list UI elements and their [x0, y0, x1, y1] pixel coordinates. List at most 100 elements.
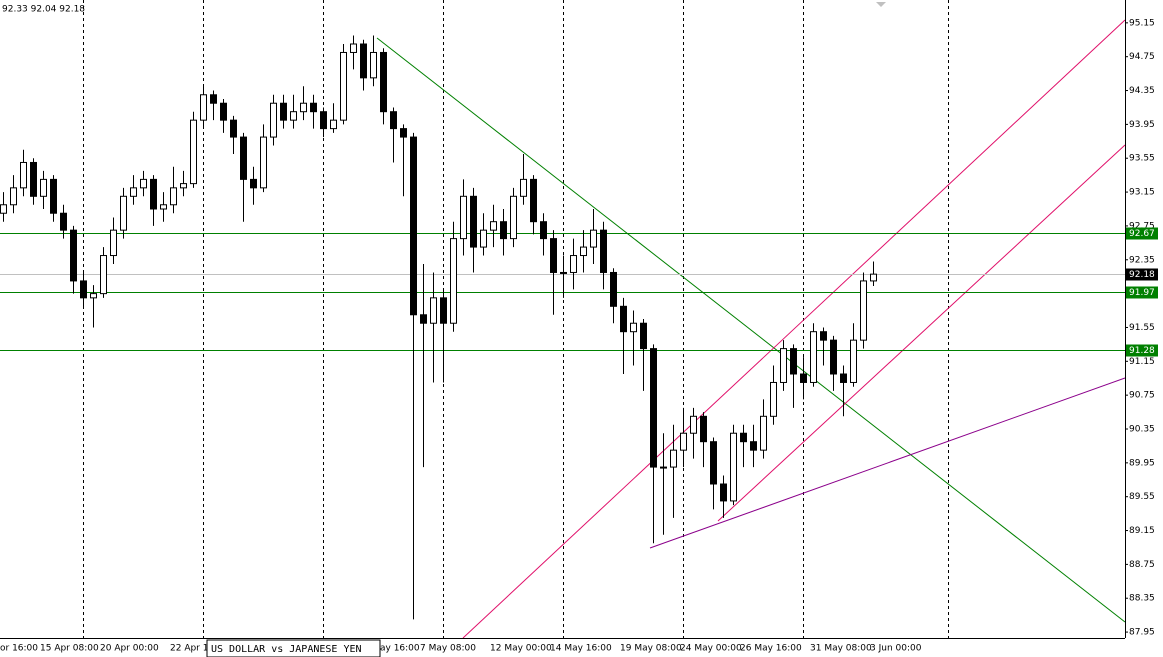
- y-tick-label: 87.95: [1129, 628, 1155, 638]
- candle-body: [320, 111, 327, 130]
- candle-body: [820, 331, 827, 341]
- y-tick-label: 88.75: [1129, 560, 1155, 570]
- header: 92.33 92.04 92.18: [2, 5, 85, 15]
- candle-body: [310, 102, 317, 113]
- candle-body: [700, 415, 707, 443]
- candle-body: [180, 183, 187, 189]
- candle-body: [780, 348, 787, 383]
- x-tick-label: 12 May 00:00: [490, 644, 552, 654]
- candle-body: [360, 43, 367, 79]
- y-tick-label: 90.75: [1129, 391, 1155, 401]
- level-label-box: [1126, 286, 1158, 299]
- candle-body: [470, 195, 477, 248]
- plot: [0, 35, 1125, 620]
- y-tick-label: 95.15: [1129, 18, 1155, 28]
- y-tick-label: 93.95: [1129, 120, 1155, 130]
- candle-body: [50, 178, 57, 214]
- candle-body: [280, 102, 287, 121]
- candle-body: [460, 195, 467, 240]
- candle-body: [560, 271, 567, 274]
- candle-body: [150, 178, 157, 210]
- y-tick-label: 89.95: [1129, 458, 1155, 468]
- candle-body: [410, 136, 417, 316]
- candle-body: [160, 204, 167, 210]
- trendline: [376, 37, 1126, 623]
- x-tick-label: 26 May 16:00: [740, 644, 802, 654]
- y-tick-label: 94.35: [1129, 86, 1155, 96]
- x-tick-label: 22 Apr 1: [170, 644, 208, 654]
- x-tick-label: 15 Apr 08:00: [40, 644, 99, 654]
- channel-line: [717, 144, 1126, 522]
- level-label: 91.97: [1129, 288, 1155, 298]
- candle-body: [610, 271, 617, 307]
- current-price-label: 92.18: [1129, 270, 1155, 280]
- candle-body: [170, 187, 177, 206]
- candle-body: [630, 322, 637, 333]
- candle-body: [290, 111, 297, 121]
- candle-body: [790, 348, 797, 375]
- x-tick-label: 24 May 00:00: [680, 644, 742, 654]
- candle-body: [650, 348, 657, 468]
- y-tick-label: 91.15: [1129, 357, 1155, 367]
- candle-body: [800, 373, 807, 383]
- candle-body: [720, 483, 727, 502]
- candle-body: [300, 102, 307, 113]
- y-tick-label: 90.35: [1129, 425, 1155, 435]
- candle-body: [590, 229, 597, 248]
- candle-body: [40, 178, 47, 197]
- candle-body: [680, 432, 687, 451]
- candle-body: [430, 297, 437, 324]
- candle-body: [730, 432, 737, 502]
- chart-title: US DOLLAR vs JAPANESE YEN: [211, 644, 362, 655]
- candle-body: [750, 441, 757, 451]
- candle-body: [400, 128, 407, 138]
- candle-body: [710, 441, 717, 485]
- x-tick-label: 20 Apr 00:00: [100, 644, 159, 654]
- candle-body: [830, 339, 837, 375]
- title-box: [206, 639, 381, 657]
- y-tick-label: 88.35: [1129, 594, 1155, 604]
- candle-body: [20, 161, 27, 189]
- candle-body: [640, 322, 647, 350]
- y-tick-label: 92.35: [1129, 255, 1155, 265]
- level-label-box: [1126, 227, 1158, 240]
- candle-body: [330, 119, 337, 130]
- candle-body: [740, 432, 747, 443]
- candle-body: [80, 280, 87, 299]
- candle-body: [10, 187, 17, 206]
- candle-body: [420, 314, 427, 324]
- candle-body: [510, 195, 517, 240]
- level-label: 91.28: [1129, 346, 1155, 356]
- x-tick-label: or 16:00: [0, 644, 38, 654]
- y-tick-label: 91.55: [1129, 323, 1155, 333]
- candle-body: [520, 178, 527, 197]
- candle-body: [270, 102, 277, 138]
- candle-body: [110, 229, 117, 257]
- candle-body: [380, 51, 387, 113]
- channel-line: [462, 19, 1126, 639]
- candle-body: [440, 297, 447, 324]
- candle-body: [760, 415, 767, 451]
- candle-body: [130, 187, 137, 197]
- candle-body: [690, 415, 697, 434]
- y-tick-label: 94.75: [1129, 52, 1155, 62]
- candle-body: [350, 43, 357, 53]
- candle-body: [540, 221, 547, 240]
- candle-body: [60, 212, 67, 231]
- candle-body: [840, 373, 847, 383]
- candle-body: [140, 178, 147, 189]
- x-tick-label: 14 May 16:00: [550, 644, 612, 654]
- y-tick-label: 93.55: [1129, 154, 1155, 164]
- candle-body: [390, 111, 397, 130]
- candle-body: [670, 449, 677, 468]
- candle-body: [570, 255, 577, 273]
- candle-body: [210, 94, 217, 104]
- candle-body: [120, 195, 127, 231]
- y-tick-label: 89.55: [1129, 492, 1155, 502]
- candle-body: [260, 136, 267, 189]
- candle-body: [870, 273, 877, 282]
- support-line: [649, 377, 1126, 549]
- candle-body: [100, 255, 107, 295]
- y-tick-label: 93.15: [1129, 188, 1155, 198]
